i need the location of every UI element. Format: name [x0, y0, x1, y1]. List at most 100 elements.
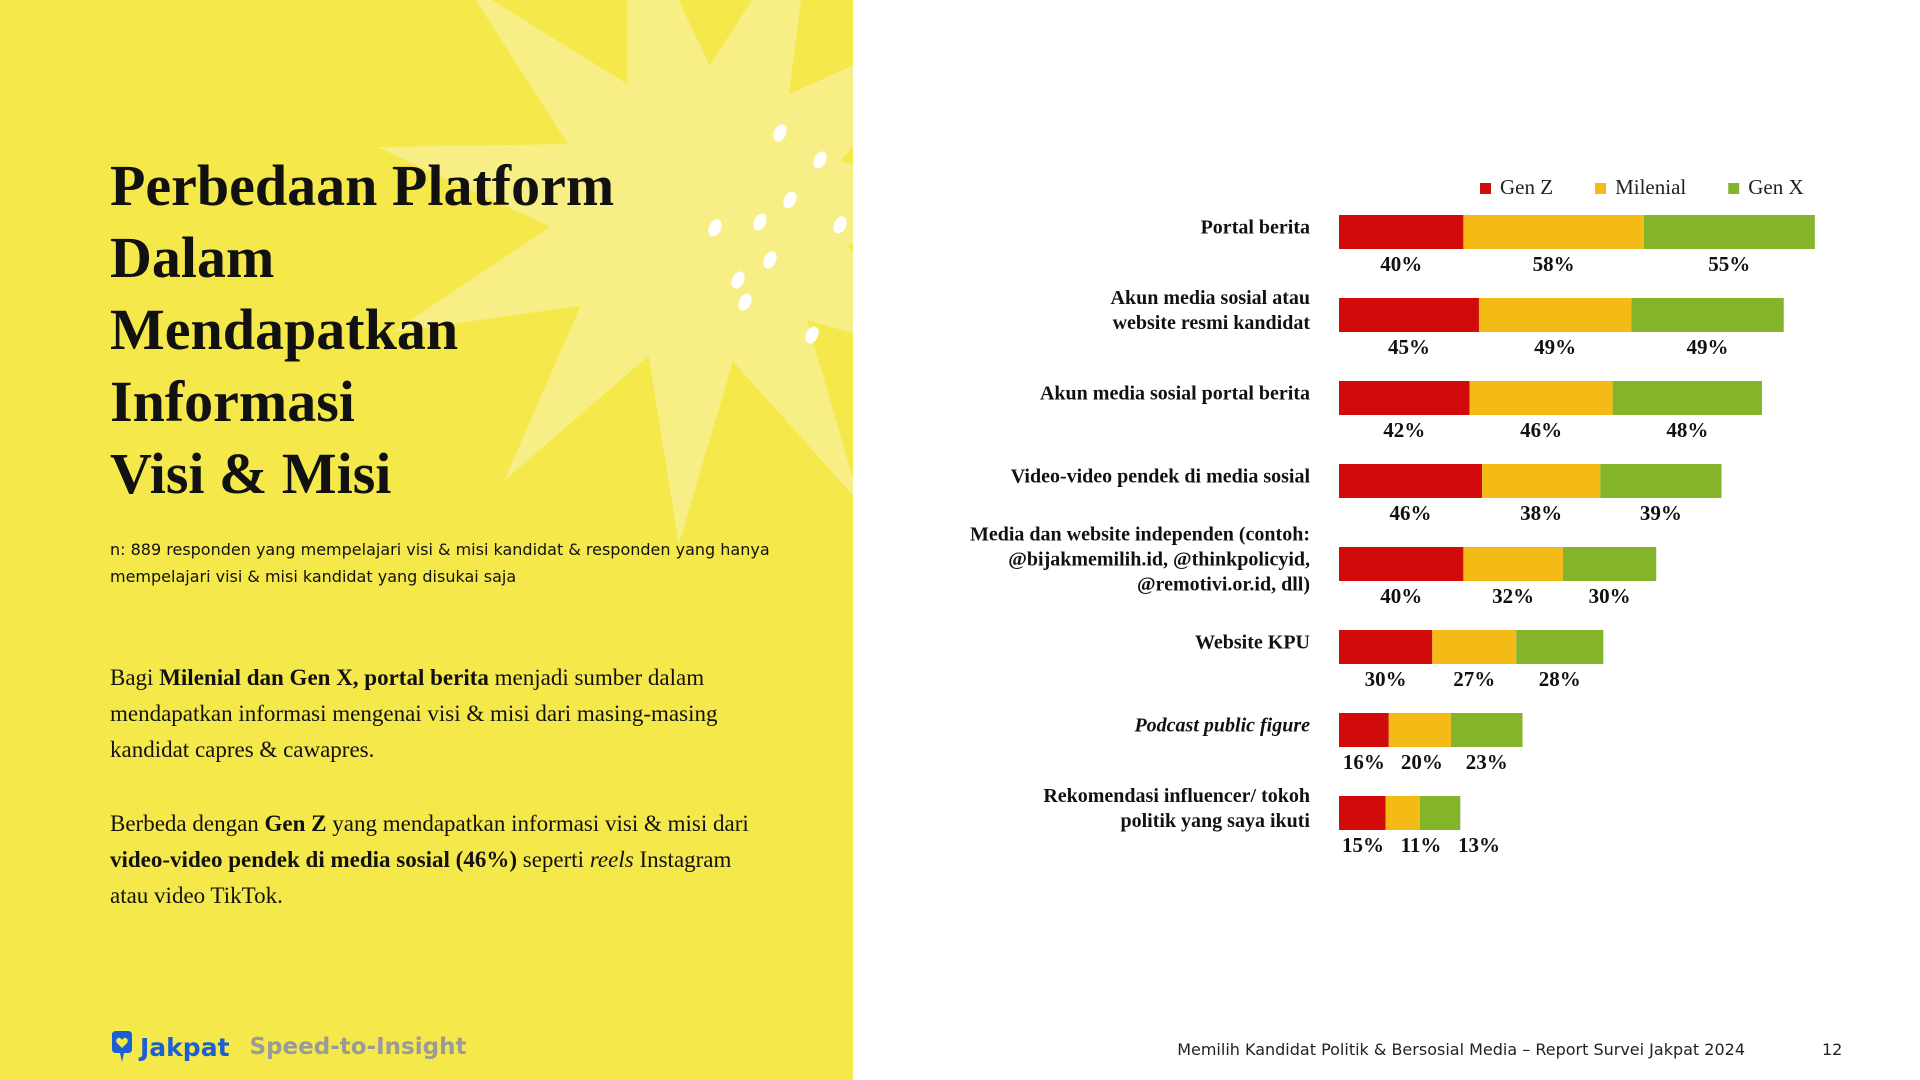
text-bold: Milenial dan Gen X, portal berita: [159, 665, 489, 690]
bar-segment: [1463, 215, 1644, 249]
bar-segment: [1339, 713, 1389, 747]
bar-segment: [1339, 547, 1464, 581]
title-line: Visi & Misi: [110, 441, 392, 506]
spark: [805, 326, 819, 344]
paragraph: Bagi Milenial dan Gen X, portal berita m…: [110, 660, 770, 768]
bar-segment: [1469, 381, 1613, 415]
spark: [813, 151, 827, 169]
bar-segment: [1339, 215, 1464, 249]
bar-segment: [1339, 796, 1386, 830]
value-label: 40%: [1380, 252, 1422, 276]
title-line: Mendapatkan: [110, 297, 459, 362]
tagline: Speed-to-Insight: [249, 1034, 467, 1060]
title-line: Dalam: [110, 225, 275, 290]
text: yang mendapatkan informasi visi & misi d…: [326, 811, 749, 836]
bar-segment: [1631, 298, 1784, 332]
page-number: 12: [1822, 1040, 1843, 1059]
bar-segment: [1516, 630, 1604, 664]
title-line: Informasi: [110, 369, 355, 434]
bar-segment: [1385, 796, 1420, 830]
brand: Jakpat Speed-to-Insight: [110, 1031, 466, 1063]
category-label: Media dan website independen (contoh: @b…: [969, 523, 1310, 596]
bar-segment: [1339, 381, 1470, 415]
spark: [708, 219, 722, 237]
bar-segment: [1388, 713, 1451, 747]
value-label: 45%: [1388, 335, 1430, 359]
category-label: Akun media sosial portal berita: [1039, 382, 1310, 405]
value-label: 16%: [1343, 750, 1385, 774]
text: Berbeda dengan: [110, 811, 265, 836]
spark: [783, 191, 797, 209]
legend-label: Milenial: [1615, 175, 1686, 199]
title: Perbedaan Platform Dalam Mendapatkan Inf…: [110, 150, 614, 510]
value-label: 27%: [1453, 667, 1495, 691]
value-label: 42%: [1383, 418, 1425, 442]
value-label: 38%: [1520, 501, 1562, 525]
value-label: 30%: [1589, 584, 1631, 608]
legend-swatch: [1728, 183, 1740, 194]
bar-segment: [1600, 464, 1722, 498]
brand-name: Jakpat: [140, 1032, 230, 1062]
value-label: 15%: [1342, 833, 1384, 857]
starburst: [377, 0, 853, 545]
value-label: 48%: [1666, 418, 1708, 442]
value-label: 46%: [1390, 501, 1432, 525]
text: Instagram atau video TikTok.: [110, 847, 732, 908]
spark: [833, 216, 847, 234]
spark: [738, 293, 752, 311]
category-label: Video-video pendek di media sosial: [1010, 465, 1310, 488]
text: seperti: [517, 847, 590, 872]
bar-segment: [1478, 298, 1632, 332]
category-label: Rekomendasi influencer/ tokoh politik ya…: [1043, 785, 1310, 832]
spark: [763, 251, 777, 269]
value-label: 58%: [1533, 252, 1575, 276]
value-label: 20%: [1401, 750, 1443, 774]
bar-segment: [1450, 713, 1523, 747]
value-label: 32%: [1492, 584, 1534, 608]
bar-segment: [1432, 630, 1517, 664]
value-label: 49%: [1534, 335, 1576, 359]
bar-segment: [1339, 464, 1483, 498]
text: Bagi: [110, 665, 160, 690]
bar-segment: [1482, 464, 1601, 498]
text-italic: reels: [589, 847, 634, 872]
brand-icon: [112, 1031, 132, 1062]
value-label: 40%: [1380, 584, 1422, 608]
bar-segment: [1562, 547, 1657, 581]
spark: [731, 271, 745, 289]
value-label: 49%: [1687, 335, 1729, 359]
value-label: 39%: [1640, 501, 1682, 525]
sample-note: n: 889 responden yang mempelajari visi &…: [110, 540, 770, 586]
category-label: Portal berita: [1200, 216, 1310, 239]
value-label: 13%: [1458, 833, 1500, 857]
bar-segment: [1643, 215, 1815, 249]
value-label: 46%: [1520, 418, 1562, 442]
category-label: Akun media sosial atau website resmi kan…: [1110, 287, 1311, 334]
value-label: 11%: [1401, 833, 1442, 857]
value-label: 30%: [1365, 667, 1407, 691]
legend-label: Gen Z: [1500, 175, 1553, 199]
value-label: 23%: [1466, 750, 1508, 774]
bar-segment: [1419, 796, 1461, 830]
category-label: Podcast public figure: [1134, 714, 1310, 737]
title-line: Perbedaan Platform: [110, 153, 615, 218]
legend-label: Gen X: [1748, 175, 1803, 199]
spark: [773, 124, 787, 142]
bar-segment: [1612, 381, 1762, 415]
text: menjadi sumber dalam mendapatkan informa…: [110, 665, 718, 762]
bar-segment: [1463, 547, 1563, 581]
legend-swatch: [1595, 183, 1607, 194]
text-bold: Gen Z: [264, 811, 327, 836]
bar-segment: [1339, 630, 1433, 664]
starburst-shape: [377, 0, 853, 545]
spark: [753, 213, 767, 231]
value-label: 28%: [1539, 667, 1581, 691]
legend-swatch: [1480, 183, 1491, 194]
bar-segment: [1339, 298, 1479, 332]
paragraph: Berbeda dengan Gen Z yang mendapatkan in…: [110, 806, 770, 914]
category-label: Website KPU: [1195, 631, 1310, 654]
footer: Memilih Kandidat Politik & Bersosial Med…: [1177, 1040, 1745, 1059]
value-label: 55%: [1708, 252, 1750, 276]
